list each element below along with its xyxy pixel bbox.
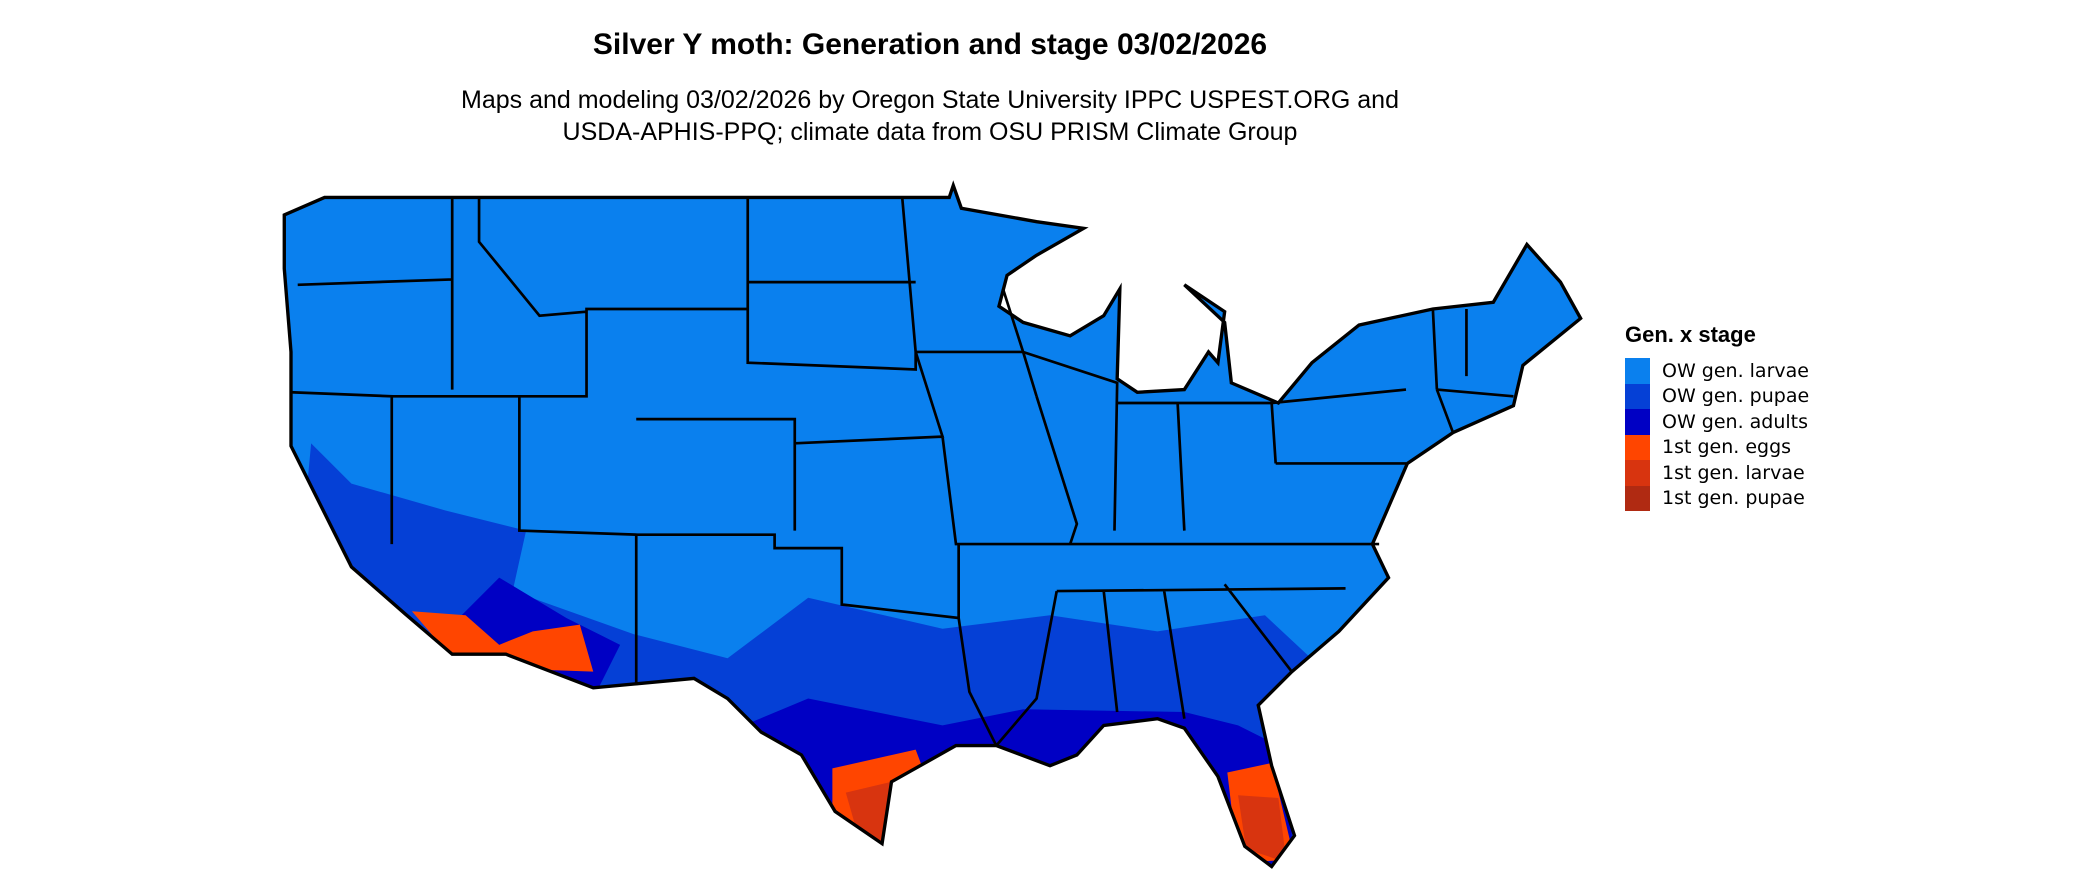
legend: Gen. x stage OW gen. larvae OW gen. pupa… bbox=[1625, 322, 1809, 511]
legend-title: Gen. x stage bbox=[1625, 322, 1756, 347]
legend-item: OW gen. adults bbox=[1625, 409, 1809, 435]
map-title: Silver Y moth: Generation and stage 03/0… bbox=[592, 28, 1268, 61]
legend-label: 1st gen. larvae bbox=[1662, 461, 1805, 484]
ow-adults-region bbox=[673, 698, 1292, 867]
subtitle-line-2: USDA-APHIS-PPQ; climate data from OSU PR… bbox=[562, 118, 1298, 146]
legend-label: OW gen. adults bbox=[1662, 410, 1809, 433]
legend-label: 1st gen. eggs bbox=[1662, 436, 1792, 459]
legend-swatch bbox=[1625, 358, 1650, 384]
legend-swatch bbox=[1625, 485, 1650, 511]
legend-swatch bbox=[1625, 383, 1650, 409]
subtitle-line-1: Maps and modeling 03/02/2026 by Oregon S… bbox=[461, 86, 1399, 114]
legend-item: OW gen. pupae bbox=[1625, 383, 1810, 409]
legend-item: 1st gen. eggs bbox=[1625, 434, 1809, 460]
legend-label: OW gen. larvae bbox=[1662, 359, 1809, 382]
first-gen-larvae-florida bbox=[1238, 795, 1287, 863]
legend-swatch bbox=[1625, 409, 1650, 435]
legend-item: OW gen. larvae bbox=[1625, 358, 1809, 384]
map-subtitle: Maps and modeling 03/02/2026 by Oregon S… bbox=[0, 84, 1860, 148]
legend-label: 1st gen. pupae bbox=[1662, 487, 1805, 510]
legend-item: 1st gen. larvae bbox=[1625, 460, 1809, 486]
legend-swatch bbox=[1625, 460, 1650, 486]
legend-item: 1st gen. pupae bbox=[1625, 485, 1809, 511]
legend-label: OW gen. pupae bbox=[1662, 385, 1810, 408]
legend-swatch bbox=[1625, 434, 1650, 460]
state-borders bbox=[290, 197, 1514, 747]
